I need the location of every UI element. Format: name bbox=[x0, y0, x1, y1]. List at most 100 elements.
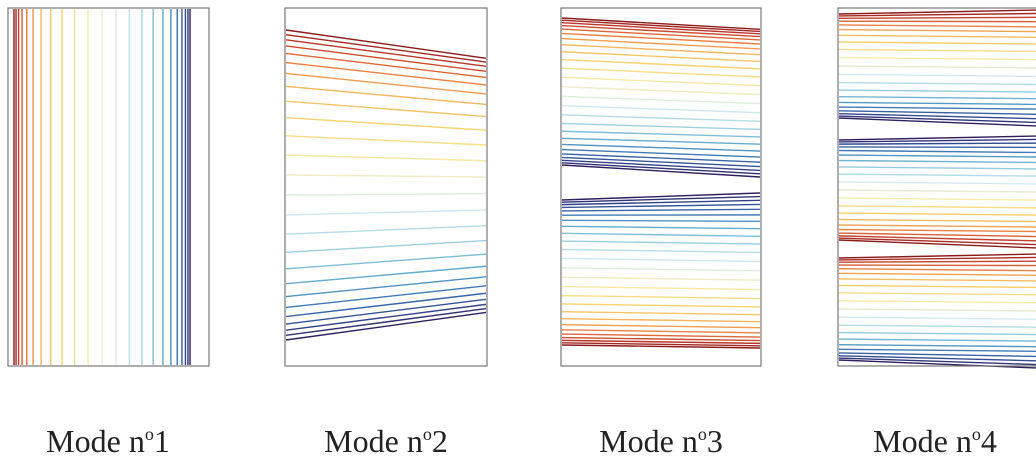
mode-2-isoline-16 bbox=[285, 239, 487, 253]
mode-2-isoline-12 bbox=[285, 174, 487, 178]
mode-4-isoline-6 bbox=[838, 34, 1036, 38]
mode-3-isoline-5 bbox=[561, 32, 761, 45]
mode-4-isoline-24 bbox=[838, 146, 1036, 149]
mode-4-isoline-59 bbox=[838, 352, 1036, 358]
mode-2-isoline-23 bbox=[285, 303, 487, 331]
mode-2-isoline-5 bbox=[285, 61, 487, 86]
mode-3-isoline-13 bbox=[561, 95, 761, 105]
mode-4-isoline-47 bbox=[838, 272, 1036, 276]
mode-4-isoline-3 bbox=[838, 20, 1036, 23]
mode-4-isoline-31 bbox=[838, 189, 1036, 193]
mode-4-isoline-42 bbox=[838, 253, 1036, 259]
mode-4-isoline-61 bbox=[838, 357, 1036, 366]
mode-4-isoline-57 bbox=[838, 344, 1036, 348]
mode-4-isoline-8 bbox=[838, 48, 1036, 53]
mode-4-isoline-13 bbox=[838, 89, 1036, 93]
mode-4-isoline-51 bbox=[838, 300, 1036, 304]
mode-3-isoline-20 bbox=[561, 148, 761, 158]
mode-3-isoline-18 bbox=[561, 137, 761, 145]
mode-3-isoline-3 bbox=[561, 24, 761, 38]
mode-4-isoline-19 bbox=[838, 115, 1036, 124]
mode-3-isoline-24 bbox=[561, 162, 761, 175]
mode-3-isoline-15 bbox=[561, 114, 761, 123]
mode-4-isoline-43 bbox=[838, 256, 1036, 261]
mode-2-isoline-1 bbox=[285, 33, 487, 63]
mode-4-isoline-15 bbox=[838, 101, 1036, 106]
mode-4-isoline-20 bbox=[838, 117, 1036, 127]
mode-4-isoline-9 bbox=[838, 56, 1036, 61]
mode-3-isoline-22 bbox=[561, 156, 761, 168]
mode-3-isoline-8 bbox=[561, 51, 761, 63]
mode-4-isoline-28 bbox=[838, 166, 1036, 170]
mode-4-isoline-2 bbox=[838, 16, 1036, 19]
mode-4-isoline-50 bbox=[838, 292, 1036, 296]
mode-3-isoline-43 bbox=[561, 311, 761, 316]
mode-2-isoline-6 bbox=[285, 72, 487, 95]
mode-2-isoline-11 bbox=[285, 154, 487, 162]
mode-2-isoline-13 bbox=[285, 192, 487, 196]
mode-4-label: Mode no4 bbox=[873, 423, 997, 459]
mode-3-isoline-1 bbox=[561, 19, 761, 33]
mode-2-isoline-14 bbox=[285, 209, 487, 216]
mode-4-frame bbox=[837, 7, 1036, 367]
mode-3-isoline-21 bbox=[561, 153, 761, 163]
mode-3-isoline-9 bbox=[561, 58, 761, 70]
mode-4-isoline-14 bbox=[838, 95, 1036, 100]
mode-2-isoline-15 bbox=[285, 225, 487, 235]
mode-1-isolines bbox=[13, 9, 191, 365]
mode-2-isoline-4 bbox=[285, 52, 487, 79]
mode-3-isoline-47 bbox=[561, 333, 761, 338]
mode-4-isoline-52 bbox=[838, 308, 1036, 312]
mode-4-isoline-5 bbox=[838, 28, 1036, 33]
mode-3-isoline-17 bbox=[561, 130, 761, 138]
mode-3-label: Mode no3 bbox=[599, 423, 723, 459]
mode-3-isoline-16 bbox=[561, 122, 761, 131]
mode-2-isoline-9 bbox=[285, 117, 487, 131]
mode-3-isoline-34 bbox=[561, 232, 761, 237]
mode-4-isoline-35 bbox=[838, 218, 1036, 223]
mode-3-isoline-30 bbox=[561, 208, 761, 212]
mode-3-isoline-6 bbox=[561, 37, 761, 50]
mode-4-isoline-36 bbox=[838, 224, 1036, 228]
mode-4-isoline-46 bbox=[838, 267, 1036, 272]
mode-2-isoline-25 bbox=[285, 311, 487, 341]
mode-3-isoline-51 bbox=[561, 344, 761, 349]
mode-4-isoline-55 bbox=[838, 331, 1036, 336]
mode-3-isoline-48 bbox=[561, 336, 761, 342]
mode-4-isoline-48 bbox=[838, 278, 1036, 282]
mode-2-frame bbox=[284, 7, 488, 367]
mode-3-isoline-7 bbox=[561, 44, 761, 56]
mode-1-panel bbox=[7, 7, 210, 367]
mode-2-label: Mode no2 bbox=[324, 423, 448, 459]
mode-4-isoline-18 bbox=[838, 113, 1036, 120]
mode-4-isoline-40 bbox=[838, 237, 1036, 246]
mode-4-isoline-49 bbox=[838, 284, 1036, 289]
mode-2-isoline-20 bbox=[285, 285, 487, 309]
mode-3-isoline-12 bbox=[561, 86, 761, 96]
mode-3-isoline-2 bbox=[561, 21, 761, 35]
mode-3-isoline-41 bbox=[561, 294, 761, 300]
mode-4-isoline-33 bbox=[838, 205, 1036, 209]
mode-3-isoline-14 bbox=[561, 105, 761, 114]
mode-3-isoline-46 bbox=[561, 329, 761, 334]
mode-4-isoline-60 bbox=[838, 355, 1036, 362]
mode-3-isoline-38 bbox=[561, 267, 761, 272]
mode-3-isoline-29 bbox=[561, 203, 761, 209]
mode-2-isoline-19 bbox=[285, 276, 487, 298]
mode-3-isoline-28 bbox=[561, 199, 761, 206]
mode-2-isoline-24 bbox=[285, 307, 487, 337]
mode-2-isoline-0 bbox=[285, 29, 487, 59]
mode-4-isoline-16 bbox=[838, 106, 1036, 110]
mode-3-isoline-11 bbox=[561, 76, 761, 87]
mode-3-isoline-37 bbox=[561, 257, 761, 263]
mode-3-isoline-4 bbox=[561, 28, 761, 41]
mode-3-isoline-27 bbox=[561, 195, 761, 203]
mode-3-isoline-35 bbox=[561, 240, 761, 245]
mode-3-isoline-45 bbox=[561, 323, 761, 329]
mode-4-panel bbox=[837, 7, 1036, 369]
mode-3-isolines bbox=[561, 17, 761, 349]
mode-4-isoline-21 bbox=[838, 135, 1036, 141]
mode-3-isoline-25 bbox=[561, 164, 761, 178]
mode-2-isoline-18 bbox=[285, 265, 487, 285]
mode-2-isolines bbox=[285, 29, 487, 341]
